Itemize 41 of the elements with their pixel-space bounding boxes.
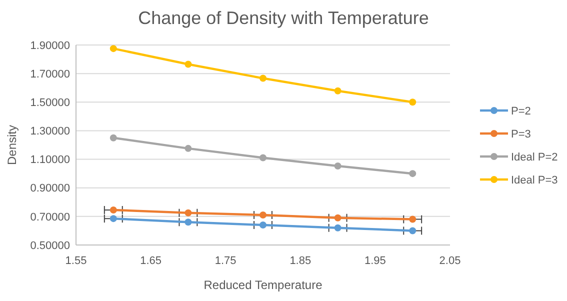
y-tick-label: 1.90000	[30, 40, 70, 52]
y-tick-label: 0.50000	[30, 240, 70, 252]
legend-label: P=2	[511, 105, 531, 118]
point	[334, 87, 342, 94]
point	[260, 154, 266, 162]
point	[110, 45, 117, 52]
point	[184, 209, 192, 216]
y-tick-label: 1.70000	[30, 68, 70, 80]
y-tick-label: 1.50000	[30, 96, 70, 109]
x-tick-label: 1.65	[140, 255, 162, 267]
y-tick-label: 1.10000	[30, 154, 70, 166]
point	[260, 222, 266, 228]
point	[184, 144, 192, 152]
point	[334, 224, 342, 232]
point	[110, 215, 117, 222]
x-tick-label: 2.05	[439, 255, 461, 267]
y-tick-label: 0.90000	[30, 182, 70, 195]
chart-title: Change of Density with Temperature	[138, 8, 429, 28]
y-tick-label: 0.70000	[30, 211, 70, 224]
point	[409, 227, 416, 234]
point	[184, 218, 192, 226]
point	[409, 98, 416, 106]
point	[409, 216, 416, 223]
point	[334, 162, 342, 170]
legend-label: Ideal P=2	[511, 151, 558, 164]
x-tick-label: 1.85	[290, 255, 312, 267]
point	[260, 74, 266, 82]
x-tick-label: 1.55	[65, 255, 87, 267]
y-axis-title: Density	[5, 124, 19, 166]
x-tick-label: 1.95	[364, 255, 386, 267]
point	[110, 134, 117, 142]
point	[260, 212, 266, 218]
point	[409, 170, 416, 178]
point	[110, 206, 117, 214]
y-tick-label: 1.30000	[30, 126, 70, 138]
legend-label: Ideal P=3	[511, 174, 558, 186]
legend-label: P=3	[511, 128, 531, 140]
point	[334, 214, 342, 222]
point	[184, 60, 192, 68]
x-axis-title: Reduced Temperature	[204, 278, 323, 292]
x-tick-label: 1.75	[214, 255, 236, 267]
